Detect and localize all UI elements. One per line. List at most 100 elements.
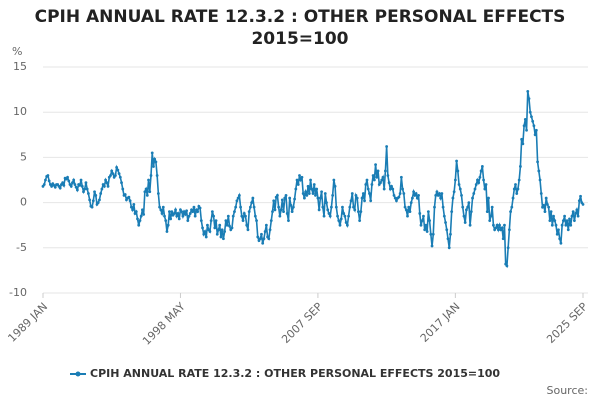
point bbox=[341, 205, 344, 209]
point bbox=[94, 193, 98, 197]
point bbox=[467, 201, 471, 205]
point bbox=[511, 196, 515, 200]
point bbox=[463, 221, 467, 224]
point bbox=[557, 228, 560, 232]
x-tick-label: 1989 JAN bbox=[5, 300, 50, 345]
point bbox=[258, 237, 262, 241]
point bbox=[449, 232, 452, 236]
point bbox=[152, 165, 155, 168]
point bbox=[213, 226, 217, 230]
point bbox=[74, 185, 78, 189]
point bbox=[522, 124, 526, 128]
point bbox=[73, 183, 77, 186]
point bbox=[251, 196, 255, 200]
point bbox=[512, 187, 516, 191]
point bbox=[315, 187, 319, 191]
point bbox=[264, 223, 268, 227]
point bbox=[543, 210, 547, 214]
point bbox=[231, 214, 235, 218]
point bbox=[217, 228, 220, 232]
point bbox=[534, 128, 538, 132]
point bbox=[398, 192, 402, 195]
point bbox=[93, 190, 96, 194]
point bbox=[503, 223, 506, 227]
point bbox=[296, 183, 300, 186]
point bbox=[559, 241, 563, 245]
point bbox=[161, 205, 165, 209]
point bbox=[240, 214, 244, 218]
point bbox=[223, 230, 227, 233]
point bbox=[392, 193, 396, 197]
point bbox=[452, 190, 456, 194]
point bbox=[349, 199, 353, 203]
point bbox=[321, 205, 325, 209]
point bbox=[480, 165, 484, 168]
point bbox=[123, 193, 127, 196]
point bbox=[385, 145, 389, 148]
point bbox=[375, 175, 379, 179]
point bbox=[293, 197, 296, 201]
x-tick-label: 2025 SEP bbox=[544, 300, 590, 346]
point bbox=[570, 214, 574, 218]
point bbox=[53, 185, 57, 189]
point bbox=[137, 223, 141, 227]
point bbox=[188, 212, 192, 215]
legend-marker bbox=[75, 371, 81, 377]
point bbox=[581, 203, 585, 206]
point bbox=[132, 203, 136, 206]
point bbox=[451, 196, 455, 200]
point bbox=[561, 219, 565, 223]
point bbox=[425, 230, 429, 233]
point bbox=[139, 214, 143, 218]
point bbox=[50, 184, 53, 188]
point bbox=[247, 210, 251, 214]
point bbox=[409, 201, 413, 205]
point bbox=[148, 190, 152, 194]
point bbox=[538, 178, 542, 182]
point bbox=[58, 186, 62, 190]
point bbox=[484, 183, 488, 186]
point bbox=[348, 205, 352, 209]
point bbox=[381, 175, 385, 179]
point bbox=[99, 192, 103, 195]
point bbox=[483, 187, 487, 191]
point bbox=[574, 212, 578, 215]
point bbox=[67, 179, 71, 183]
point bbox=[554, 223, 558, 227]
point bbox=[395, 199, 398, 203]
series-points bbox=[41, 90, 585, 268]
point bbox=[267, 237, 271, 241]
point bbox=[233, 210, 236, 214]
point bbox=[291, 205, 295, 209]
point bbox=[282, 210, 285, 214]
point bbox=[268, 228, 272, 232]
source: Source: bbox=[547, 384, 589, 397]
point bbox=[521, 142, 525, 146]
y-tick-label: 15 bbox=[13, 60, 27, 73]
point bbox=[246, 228, 250, 232]
point bbox=[181, 214, 185, 218]
point bbox=[322, 214, 326, 218]
point bbox=[90, 205, 94, 209]
point bbox=[372, 178, 376, 182]
point bbox=[166, 223, 170, 227]
point bbox=[318, 196, 322, 200]
point bbox=[310, 187, 314, 191]
point bbox=[379, 181, 382, 185]
point bbox=[380, 178, 384, 182]
point bbox=[165, 230, 169, 233]
point bbox=[191, 210, 195, 214]
point bbox=[573, 219, 576, 223]
point bbox=[326, 208, 330, 212]
point bbox=[263, 230, 267, 233]
point bbox=[474, 183, 478, 186]
point bbox=[330, 205, 333, 209]
point bbox=[456, 169, 460, 173]
point bbox=[431, 232, 435, 236]
point bbox=[136, 217, 139, 221]
point bbox=[420, 219, 424, 223]
point bbox=[345, 223, 349, 227]
point bbox=[325, 201, 328, 205]
point bbox=[154, 160, 158, 164]
